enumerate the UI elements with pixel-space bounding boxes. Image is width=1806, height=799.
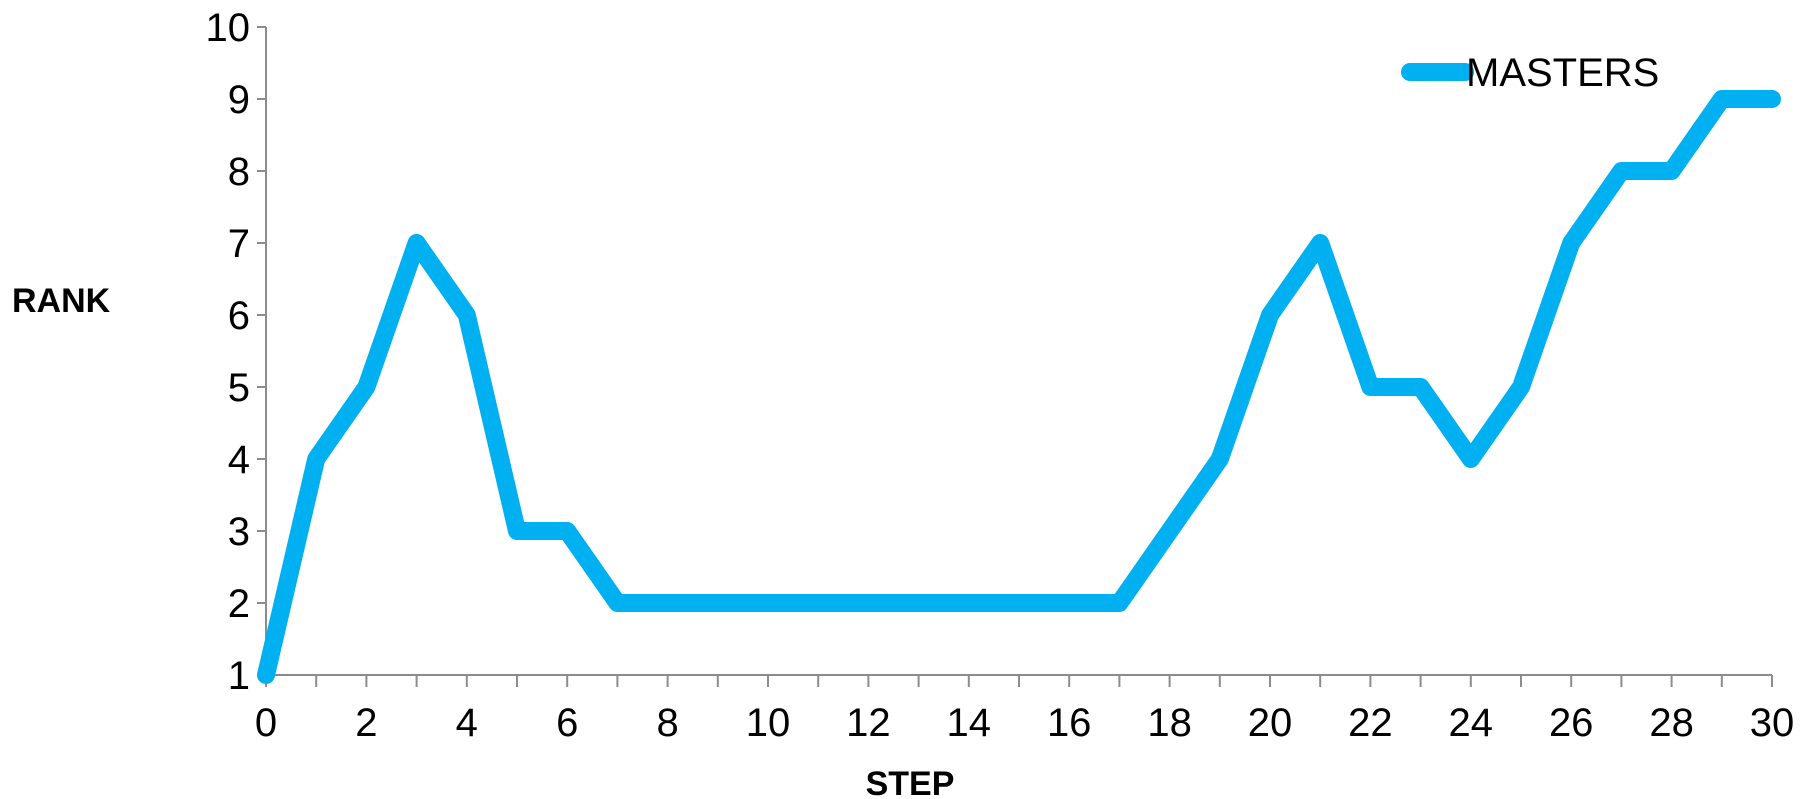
series-lines (257, 90, 1781, 684)
x-tick-label: 24 (1449, 701, 1494, 745)
y-axis-title: RANK (12, 282, 111, 320)
y-tick-label: 3 (228, 510, 250, 554)
y-tick-label: 4 (228, 438, 250, 482)
x-tick-label: 20 (1248, 701, 1293, 745)
x-tick-label: 28 (1649, 701, 1694, 745)
data-point (1368, 385, 1373, 389)
y-tick-label: 6 (228, 294, 250, 338)
data-point (1770, 97, 1774, 101)
series-line-masters (257, 90, 1781, 684)
y-tick-label: 8 (228, 150, 250, 194)
x-tick-label: 18 (1147, 701, 1192, 745)
y-tick-label: 7 (228, 222, 250, 266)
data-point (414, 241, 419, 245)
legend: MASTERS (1401, 51, 1659, 95)
x-axis-title: STEP (866, 765, 955, 799)
x-tick-label: 16 (1047, 701, 1092, 745)
y-tick-label: 9 (228, 78, 250, 122)
legend-label-masters: MASTERS (1466, 51, 1659, 95)
data-point (1268, 313, 1272, 317)
data-point (1519, 385, 1523, 389)
data-point (1167, 529, 1172, 533)
x-tick-label: 26 (1549, 701, 1594, 745)
data-point (1217, 457, 1222, 461)
x-tick-label: 22 (1348, 701, 1393, 745)
data-point (766, 601, 770, 605)
data-point (816, 601, 821, 605)
data-point (1418, 385, 1423, 389)
data-point (314, 457, 319, 461)
data-point (1468, 457, 1473, 461)
data-point (665, 601, 670, 605)
data-point (565, 529, 570, 533)
x-tick-label: 0 (255, 701, 277, 745)
x-tick-label: 2 (355, 701, 377, 745)
x-tick-label: 4 (456, 701, 478, 745)
data-point (1067, 601, 1072, 605)
data-point (916, 601, 921, 605)
data-point (1569, 241, 1574, 245)
data-point (464, 313, 469, 317)
data-point (1017, 601, 1021, 605)
x-tick-label: 30 (1750, 701, 1795, 745)
x-tick-label: 6 (556, 701, 578, 745)
y-tick-label: 5 (228, 366, 250, 410)
y-tick-label: 1 (228, 654, 250, 698)
data-point (966, 601, 971, 605)
x-axis: 0 2 4 6 8 10 12 14 16 18 20 22 24 26 28 30 (255, 674, 1795, 745)
data-point (364, 385, 369, 389)
x-tick-label: 12 (846, 701, 891, 745)
x-tick-label: 10 (746, 701, 791, 745)
x-tick-label: 14 (947, 701, 992, 745)
data-point (715, 601, 720, 605)
data-point (515, 529, 519, 533)
y-axis: 1 2 3 4 5 6 7 8 9 10 (206, 6, 267, 698)
data-point (866, 601, 871, 605)
x-tick-label: 8 (656, 701, 678, 745)
y-tick-label: 10 (206, 6, 251, 50)
data-point (615, 601, 620, 605)
data-point (1669, 169, 1674, 173)
data-point (1318, 241, 1323, 245)
data-point (264, 673, 268, 677)
data-point (1619, 169, 1624, 173)
y-tick-label: 2 (228, 582, 250, 626)
data-point (1117, 601, 1122, 605)
data-point (1719, 97, 1724, 101)
